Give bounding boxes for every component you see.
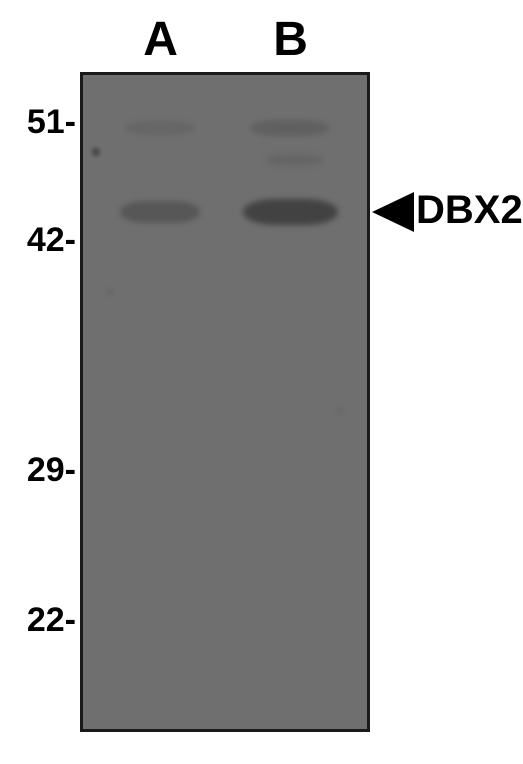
lane-label-b: B <box>273 12 308 67</box>
blot-membrane <box>80 72 370 732</box>
noise-speck <box>107 289 113 295</box>
band-lane-b <box>265 154 325 166</box>
noise-speck <box>337 407 343 413</box>
mw-marker: 42- <box>27 221 76 260</box>
band-lane-a <box>120 201 200 223</box>
band-lane-b <box>250 120 330 136</box>
band-lane-b <box>243 199 338 225</box>
mw-marker: 22- <box>27 601 76 640</box>
band-lane-a <box>125 121 195 135</box>
western-blot-figure: A B 51- 42- 29- 22- DBX2 <box>0 0 523 764</box>
noise-speck <box>92 148 100 156</box>
band-arrow-icon <box>372 192 414 232</box>
lane-label-a: A <box>143 12 178 67</box>
mw-marker: 51- <box>27 103 76 142</box>
protein-label: DBX2 <box>416 188 523 233</box>
mw-marker: 29- <box>27 451 76 490</box>
